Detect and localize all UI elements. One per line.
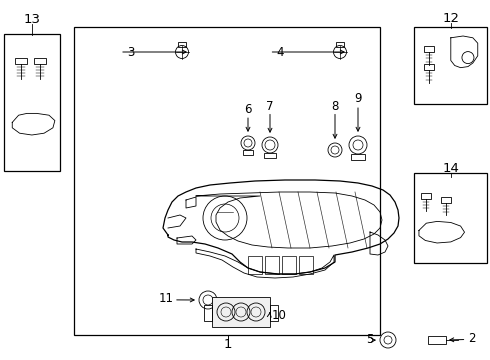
- Bar: [421, 193, 431, 199]
- Bar: [265, 256, 279, 274]
- Text: 2: 2: [468, 332, 476, 345]
- Bar: [270, 305, 278, 321]
- Bar: [441, 197, 451, 203]
- Bar: [282, 256, 296, 274]
- Bar: [34, 58, 46, 64]
- Text: 6: 6: [244, 103, 252, 116]
- Text: 8: 8: [331, 100, 339, 113]
- Bar: [212, 297, 270, 327]
- Bar: [264, 153, 276, 158]
- Bar: [74, 27, 380, 335]
- Text: 10: 10: [272, 309, 287, 322]
- Text: 7: 7: [266, 100, 274, 113]
- Text: 3: 3: [127, 45, 135, 58]
- Bar: [15, 58, 26, 64]
- Bar: [414, 173, 487, 263]
- Bar: [243, 150, 253, 155]
- Text: 11: 11: [159, 292, 174, 305]
- Text: 5: 5: [367, 333, 374, 346]
- Bar: [178, 42, 186, 47]
- Text: 9: 9: [354, 93, 362, 105]
- Bar: [414, 27, 487, 104]
- Bar: [4, 34, 60, 171]
- Text: 13: 13: [24, 13, 40, 26]
- Text: 12: 12: [442, 12, 459, 24]
- Bar: [424, 46, 434, 51]
- Bar: [424, 64, 434, 69]
- Bar: [204, 305, 212, 321]
- Bar: [428, 336, 446, 344]
- Bar: [248, 256, 262, 274]
- Bar: [351, 154, 365, 160]
- Bar: [336, 42, 344, 47]
- Bar: [299, 256, 313, 274]
- Text: 14: 14: [442, 162, 459, 175]
- Text: 1: 1: [223, 338, 232, 351]
- Text: 4: 4: [277, 45, 284, 58]
